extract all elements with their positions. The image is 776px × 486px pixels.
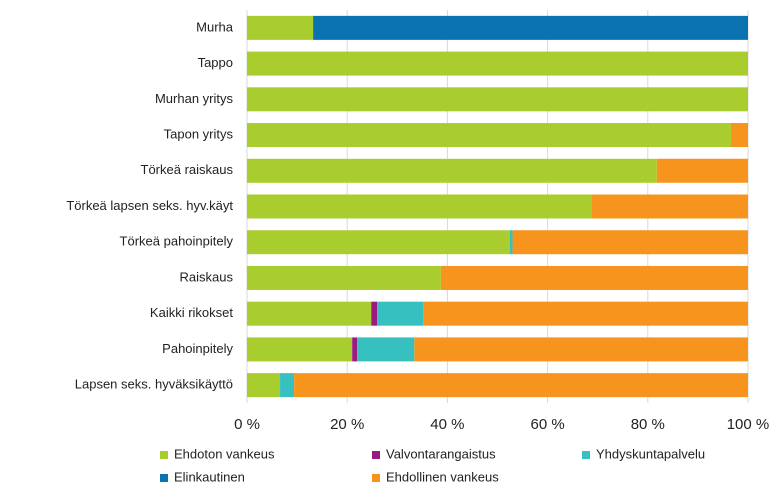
bar-segment: [512, 230, 748, 255]
bar-segment: [247, 337, 353, 362]
bar-segment: [352, 337, 358, 362]
y-tick-label: Tappo: [198, 55, 233, 70]
legend-label: Ehdoton vankeus: [174, 446, 275, 461]
bar-segment: [313, 15, 748, 40]
bar-segment: [294, 373, 748, 398]
x-tick-label: 60 %: [530, 416, 564, 433]
bar-segment: [371, 301, 378, 326]
bar-segment: [247, 87, 748, 112]
legend-swatch: [372, 451, 380, 459]
bar-segment: [247, 51, 748, 76]
y-tick-label: Törkeä lapsen seks. hyv.käyt: [66, 198, 233, 213]
y-tick-label: Törkeä raiskaus: [141, 162, 234, 177]
bar-segment: [247, 230, 511, 255]
bar-segment: [247, 194, 592, 219]
x-tick-label: 20 %: [330, 416, 364, 433]
bar-segment: [440, 265, 748, 290]
bar-segment: [591, 194, 748, 219]
y-tick-label: Tapon yritys: [164, 126, 234, 141]
bar-segment: [730, 123, 748, 148]
bar-segment: [247, 123, 731, 148]
x-tick-label: 0 %: [234, 416, 260, 433]
y-tick-label: Raiskaus: [180, 269, 234, 284]
y-tick-label: Pahoinpitely: [162, 341, 233, 356]
y-tick-label: Kaikki rikokset: [150, 305, 233, 320]
bar-segment: [414, 337, 748, 362]
bar-segment: [357, 337, 415, 362]
x-tick-label: 80 %: [631, 416, 665, 433]
legend-label: Ehdollinen vankeus: [386, 469, 499, 484]
legend-label: Valvontarangaistus: [386, 446, 496, 461]
bar-segment: [247, 15, 314, 40]
bar-segment: [247, 158, 657, 183]
bar-segment: [247, 301, 372, 326]
legend-label: Elinkautinen: [174, 469, 245, 484]
bar-segment: [280, 373, 295, 398]
bar-segment: [423, 301, 748, 326]
y-tick-label: Törkeä pahoinpitely: [120, 234, 234, 249]
legend-swatch: [160, 451, 168, 459]
bar-segment: [247, 373, 281, 398]
x-tick-label: 40 %: [430, 416, 464, 433]
bar-segment: [377, 301, 424, 326]
bar-segment: [247, 265, 441, 290]
y-tick-label: Murha: [196, 19, 234, 34]
y-tick-label: Lapsen seks. hyväksikäyttö: [75, 377, 233, 392]
bar-segment: [656, 158, 748, 183]
y-tick-label: Murhan yritys: [155, 91, 234, 106]
x-tick-label: 100 %: [727, 416, 770, 433]
legend-swatch: [160, 474, 168, 482]
bar-segment: [510, 230, 513, 255]
legend-swatch: [582, 451, 590, 459]
legend-label: Yhdyskuntapalvelu: [596, 446, 705, 461]
legend-swatch: [372, 474, 380, 482]
